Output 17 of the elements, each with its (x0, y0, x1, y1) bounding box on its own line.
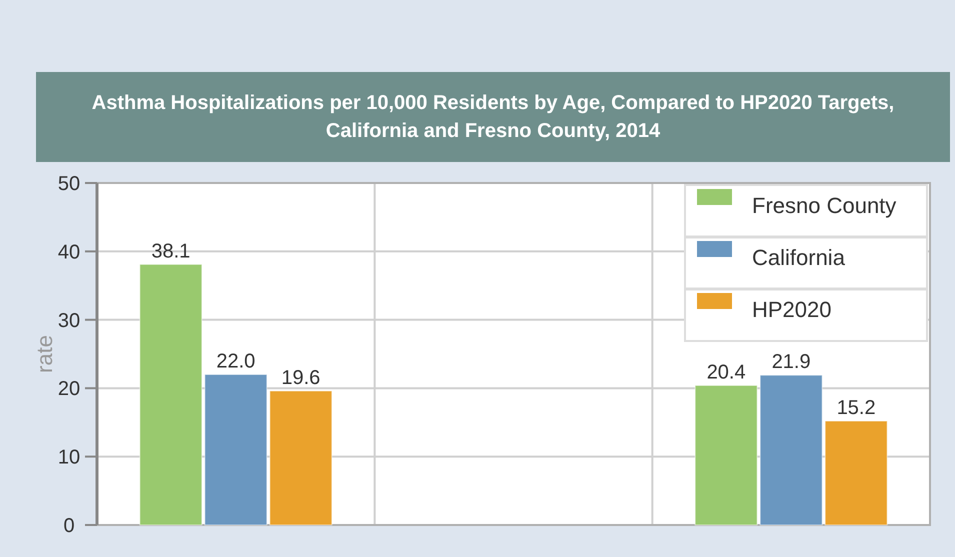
y-tick-label: 10 (58, 446, 80, 469)
y-tick-label: 0 (63, 515, 75, 537)
y-tick-label: 20 (58, 378, 80, 400)
chart-title: Asthma Hospitalizations per 10,000 Residents by Age, Compared to HP2020 Targets, California and Fresno County, 2014 (36, 72, 950, 162)
data-label: 21.9 (772, 351, 811, 374)
legend-label: California (752, 245, 846, 270)
data-label: 22.0 (216, 350, 256, 373)
legend-label: HP2020 (752, 297, 832, 322)
y-tick-label: 50 (58, 173, 80, 195)
y-tick-label: 30 (58, 310, 80, 332)
data-label: 19.6 (281, 366, 320, 389)
y-tick-label: 40 (58, 241, 80, 264)
data-label: 20.4 (706, 361, 746, 384)
data-label: 38.1 (151, 240, 190, 262)
y-axis-title: rate (32, 335, 57, 373)
legend-label: Fresno County (752, 193, 896, 218)
data-label: 15.2 (836, 397, 876, 420)
